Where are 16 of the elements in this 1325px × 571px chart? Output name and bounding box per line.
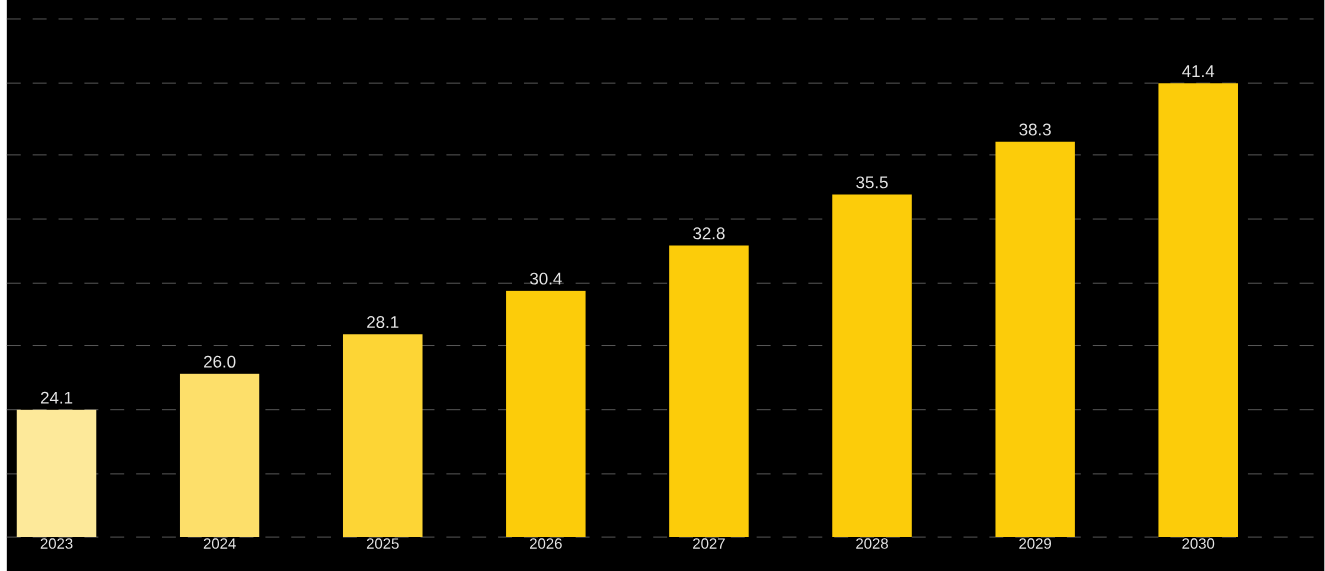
x-tick-label: 2023: [40, 538, 73, 549]
data-label: 28.1: [367, 316, 399, 329]
x-tick-label: 2025: [366, 538, 399, 549]
x-tick-label: 2028: [856, 538, 888, 549]
x-tick-label: 2030: [1182, 538, 1215, 549]
data-label: 38.3: [1019, 123, 1051, 136]
data-label: 35.5: [856, 176, 888, 189]
x-tick-label: 2027: [693, 538, 725, 549]
data-label: 32.8: [693, 227, 725, 240]
data-label: 24.1: [40, 391, 73, 404]
data-label: 30.4: [530, 272, 562, 285]
x-tick-label: 2024: [203, 538, 236, 549]
data-label: 26.0: [204, 355, 236, 368]
x-tick-label: 2029: [1019, 538, 1051, 549]
data-label: 41.4: [1182, 65, 1215, 78]
x-tick-label: 2026: [530, 538, 562, 549]
